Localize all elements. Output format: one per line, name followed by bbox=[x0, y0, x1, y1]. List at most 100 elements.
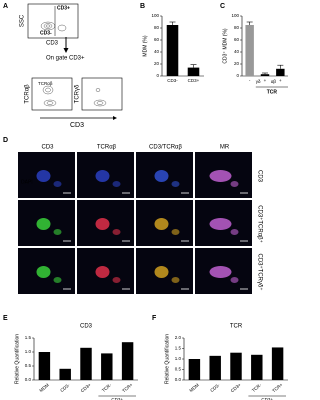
cell bbox=[95, 266, 110, 278]
panel-letter: F bbox=[152, 315, 157, 322]
y-tick-label: 0.0 bbox=[25, 377, 32, 382]
axis-label: CD3 bbox=[46, 41, 59, 47]
group-title: TCR bbox=[267, 89, 278, 95]
bar bbox=[271, 347, 284, 380]
cell bbox=[53, 229, 62, 235]
cell bbox=[53, 277, 62, 283]
y-tick-label: 0.5 bbox=[25, 363, 32, 368]
y-axis-label: MDM (%) bbox=[142, 35, 148, 56]
bar bbox=[101, 353, 113, 380]
cell bbox=[112, 229, 121, 235]
bar bbox=[166, 25, 179, 76]
y-tick-label: 60 bbox=[154, 37, 160, 42]
bar bbox=[260, 74, 270, 76]
cell bbox=[230, 229, 239, 235]
column-label: TCRαβ bbox=[97, 145, 117, 151]
cell bbox=[209, 170, 232, 182]
contours bbox=[42, 85, 107, 107]
figure: A SSC CD3- CD3+ CD3 On gate CD3+ TCRαβ T… bbox=[3, 3, 288, 400]
y-tick-label: 1.5 bbox=[25, 335, 32, 340]
cell bbox=[53, 181, 62, 187]
row-label: CD3⁺TCRαβ⁺ bbox=[256, 205, 263, 243]
y-tick-label: 0.5 bbox=[175, 367, 182, 372]
cell bbox=[36, 266, 51, 278]
bar bbox=[276, 68, 285, 76]
panel-letter: C bbox=[220, 3, 225, 10]
y-tick-label: 60 bbox=[234, 37, 240, 42]
cell bbox=[95, 218, 110, 230]
cell bbox=[36, 170, 51, 182]
chart-title: TCR bbox=[230, 324, 243, 330]
y-tick-label: 20 bbox=[234, 61, 240, 66]
y-tick-label: 0 bbox=[236, 73, 239, 78]
bar bbox=[187, 67, 200, 76]
x-tick-label: MDM bbox=[38, 382, 50, 393]
row-label: CD3⁺TCRγδ⁺ bbox=[256, 253, 263, 290]
gate-note: On gate CD3+ bbox=[46, 56, 85, 62]
x-tick-label: + bbox=[279, 78, 282, 83]
panel-letter: E bbox=[3, 315, 8, 322]
cell bbox=[154, 170, 169, 182]
arrow-head bbox=[63, 48, 69, 53]
column-label: CD3 bbox=[41, 145, 54, 151]
y-tick-label: 40 bbox=[234, 49, 240, 54]
panel-letter: D bbox=[3, 137, 8, 144]
bracket-label: CD3+ bbox=[261, 397, 273, 400]
gate-label: CD3+ bbox=[57, 5, 70, 11]
bracket-label: CD3+ bbox=[111, 397, 123, 400]
x-tick-label: TCR- bbox=[251, 382, 263, 393]
x-tick-label: CD3+ bbox=[230, 382, 242, 394]
bar bbox=[188, 359, 201, 380]
column-label: CD3/TCRαβ bbox=[149, 145, 182, 151]
y-tick-label: 1.0 bbox=[175, 356, 182, 361]
x-tick-label: CD3- bbox=[167, 78, 178, 83]
x-tick-label: TCR+ bbox=[121, 382, 134, 394]
cell bbox=[171, 181, 180, 187]
axis-label: TCRγδ bbox=[75, 84, 81, 103]
panel-letter: A bbox=[3, 3, 8, 10]
x-tick-label: CD3+ bbox=[80, 382, 92, 394]
chart-title: CD3 bbox=[80, 324, 93, 330]
y-tick-label: 100 bbox=[151, 13, 159, 18]
y-axis-label: Relative Quantification bbox=[14, 334, 20, 384]
bar bbox=[80, 347, 92, 380]
dapi-label: DAPI bbox=[21, 179, 33, 185]
cell bbox=[95, 170, 110, 182]
y-axis-label: Relative Quantification bbox=[164, 334, 170, 384]
x-tick-label: MDM bbox=[188, 382, 200, 393]
cell bbox=[154, 266, 169, 278]
bar bbox=[121, 342, 134, 380]
bar bbox=[251, 354, 263, 380]
y-tick-label: 100 bbox=[231, 13, 239, 18]
cell bbox=[209, 218, 232, 230]
y-tick-label: 1.0 bbox=[25, 349, 32, 354]
x-tick-label: - bbox=[249, 78, 251, 83]
bar bbox=[209, 355, 221, 380]
group-label: αβ bbox=[271, 79, 277, 84]
y-tick-label: 2.0 bbox=[175, 335, 182, 340]
gate-label: CD3- bbox=[40, 30, 52, 36]
axis-label: TCRαβ bbox=[25, 84, 31, 104]
cell bbox=[112, 181, 121, 187]
flow-plot bbox=[31, 77, 73, 111]
flow-plot bbox=[27, 3, 79, 39]
bar bbox=[38, 352, 51, 380]
cell bbox=[171, 229, 180, 235]
y-tick-label: 0.0 bbox=[175, 377, 182, 382]
cell bbox=[154, 218, 169, 230]
x-tick-label: TCR- bbox=[101, 382, 113, 393]
cell bbox=[171, 277, 180, 283]
y-tick-label: 80 bbox=[234, 25, 240, 30]
x-tick-label: CD3+ bbox=[188, 78, 200, 83]
cell bbox=[112, 277, 121, 283]
cell bbox=[209, 266, 232, 278]
bar bbox=[245, 25, 254, 76]
group-label: γδ bbox=[256, 79, 261, 84]
bar bbox=[59, 368, 71, 380]
bar bbox=[230, 352, 242, 380]
cell bbox=[230, 181, 239, 187]
y-tick-label: 20 bbox=[154, 61, 160, 66]
row-label: CD3 bbox=[256, 170, 262, 183]
flow-plot bbox=[81, 77, 123, 111]
y-tick-label: 40 bbox=[154, 49, 160, 54]
